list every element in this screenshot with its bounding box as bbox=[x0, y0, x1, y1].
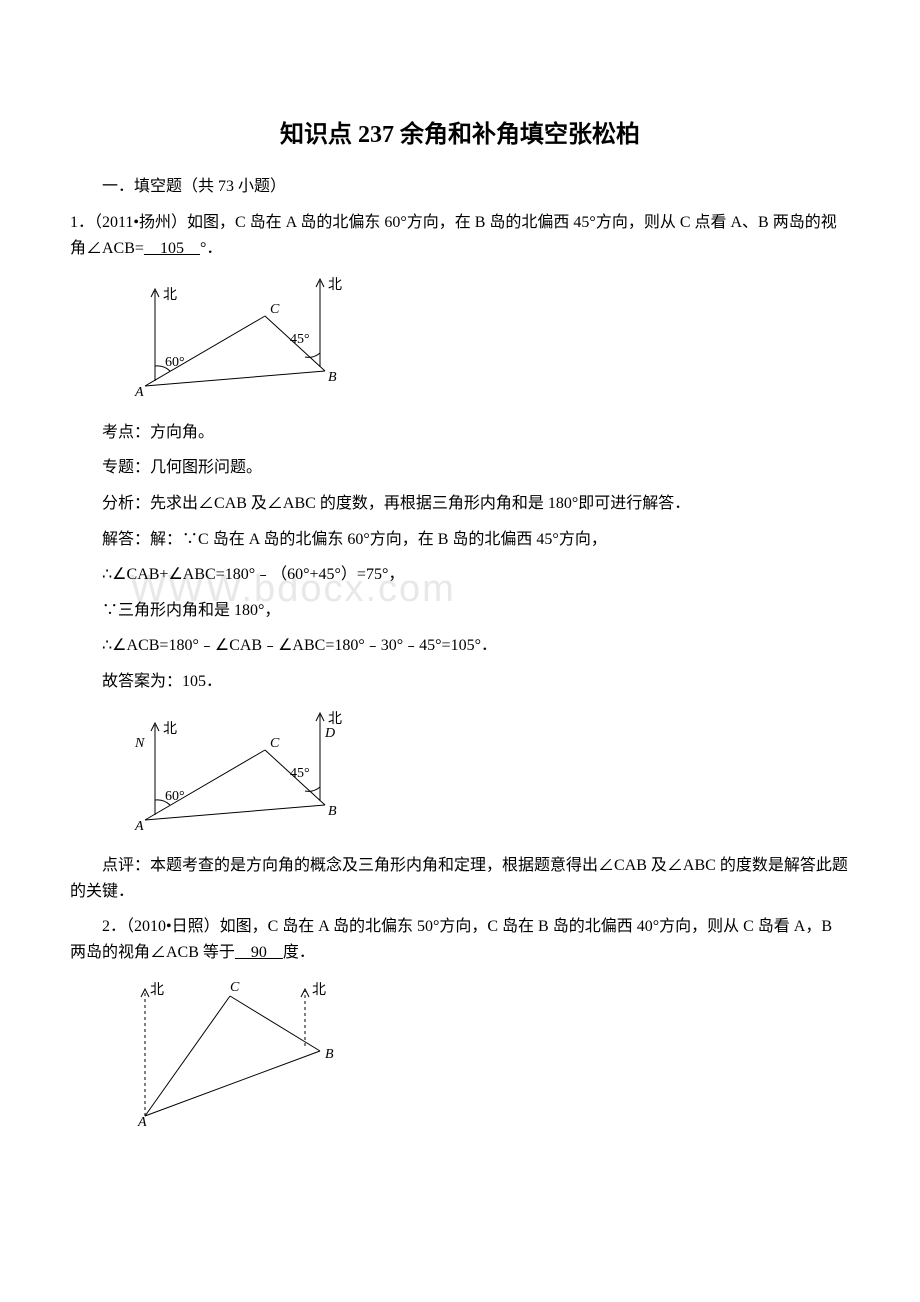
svg-text:北: 北 bbox=[163, 287, 177, 303]
svg-text:北: 北 bbox=[312, 982, 326, 998]
q1-jieda-line4: ∴∠ACB=180°﹣∠CAB﹣∠ABC=180°﹣30°﹣45°=105°． bbox=[70, 633, 850, 659]
svg-text:C: C bbox=[270, 736, 280, 751]
fenxi-text: 先求出∠CAB 及∠ABC 的度数，再根据三角形内角和是 180°即可进行解答． bbox=[150, 495, 690, 512]
q1-diagram-1: 北 北 60° 45° A B C bbox=[130, 271, 850, 410]
svg-text:A: A bbox=[137, 1115, 147, 1126]
svg-text:B: B bbox=[325, 1047, 334, 1062]
q1-zhuanti: 专题：几何图形问题。 bbox=[70, 455, 850, 481]
q1-unit: °． bbox=[200, 240, 222, 257]
svg-text:45°: 45° bbox=[290, 332, 310, 347]
kaodian-label: 考点： bbox=[102, 424, 150, 441]
answer-block: WWW.bdocx.com 解答：解：∵C 岛在 A 岛的北偏东 60°方向，在… bbox=[70, 527, 850, 695]
jieda-label: 解答： bbox=[102, 531, 150, 548]
dianping-label: 点评： bbox=[102, 857, 150, 874]
svg-text:A: A bbox=[134, 819, 144, 834]
page-container: 知识点 237 余角和补角填空张松柏 一．填空题（共 73 小题） 1．（201… bbox=[70, 116, 850, 1134]
q1-answer: 105 bbox=[144, 240, 200, 257]
svg-text:60°: 60° bbox=[165, 355, 185, 370]
svg-text:45°: 45° bbox=[290, 766, 310, 781]
svg-text:B: B bbox=[328, 804, 337, 819]
q1-dianping: 点评：本题考查的是方向角的概念及三角形内角和定理，根据题意得出∠CAB 及∠AB… bbox=[70, 853, 850, 904]
q1-stem: 1．（2011•扬州）如图，C 岛在 A 岛的北偏东 60°方向，在 B 岛的北… bbox=[70, 210, 850, 261]
q2-stem: 2．（2010•日照）如图，C 岛在 A 岛的北偏东 50°方向，C 岛在 B … bbox=[70, 914, 850, 965]
svg-text:B: B bbox=[328, 370, 337, 385]
svg-text:D: D bbox=[324, 726, 335, 741]
q2-stem-text: 2．（2010•日照）如图，C 岛在 A 岛的北偏东 50°方向，C 岛在 B … bbox=[70, 918, 832, 961]
q1-fenxi: 分析：先求出∠CAB 及∠ABC 的度数，再根据三角形内角和是 180°即可进行… bbox=[70, 491, 850, 517]
q1-jieda-line1: 解答：解：∵C 岛在 A 岛的北偏东 60°方向，在 B 岛的北偏西 45°方向… bbox=[70, 527, 850, 553]
q2-unit: 度． bbox=[283, 944, 315, 961]
svg-text:N: N bbox=[134, 736, 145, 751]
zhuanti-text: 几何图形问题。 bbox=[150, 459, 262, 476]
svg-text:60°: 60° bbox=[165, 789, 185, 804]
zhuanti-label: 专题： bbox=[102, 459, 150, 476]
q2-diagram: 北 北 A B C bbox=[130, 976, 850, 1135]
q1-diagram-2: 北 北 60° 45° A B C N D bbox=[130, 705, 850, 844]
svg-text:北: 北 bbox=[150, 982, 164, 998]
q1-jieda-line5: 故答案为：105． bbox=[70, 669, 850, 695]
svg-text:C: C bbox=[270, 302, 280, 317]
section-heading: 一．填空题（共 73 小题） bbox=[70, 174, 850, 200]
fenxi-label: 分析： bbox=[102, 495, 150, 512]
q2-answer: 90 bbox=[235, 944, 283, 961]
svg-text:北: 北 bbox=[328, 277, 342, 293]
q1-jieda-line3: ∵三角形内角和是 180°， bbox=[70, 598, 850, 624]
svg-text:北: 北 bbox=[328, 711, 342, 727]
svg-text:C: C bbox=[230, 980, 240, 995]
q1-jieda-line2: ∴∠CAB+∠ABC=180°﹣（60°+45°）=75°， bbox=[70, 562, 850, 588]
page-title: 知识点 237 余角和补角填空张松柏 bbox=[70, 116, 850, 154]
kaodian-text: 方向角。 bbox=[150, 424, 214, 441]
dianping-text: 本题考查的是方向角的概念及三角形内角和定理，根据题意得出∠CAB 及∠ABC 的… bbox=[70, 857, 848, 900]
svg-text:A: A bbox=[134, 385, 144, 400]
q1-kaodian: 考点：方向角。 bbox=[70, 420, 850, 446]
jieda-l1: 解：∵C 岛在 A 岛的北偏东 60°方向，在 B 岛的北偏西 45°方向， bbox=[150, 531, 607, 548]
svg-text:北: 北 bbox=[163, 721, 177, 737]
